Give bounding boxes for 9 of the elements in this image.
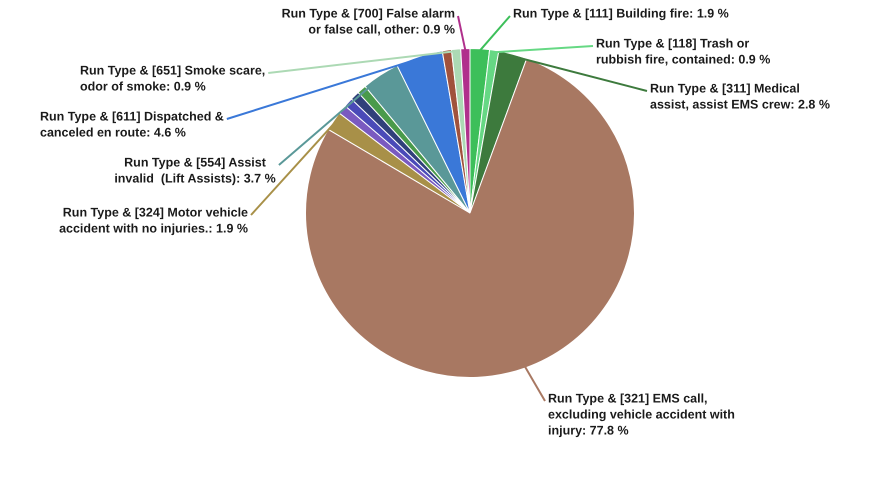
slice-label: Run Type & [118] Trash or rubbish fire, contained: 0.9 % — [596, 36, 770, 67]
slice-label: Run Type & [111] Building fire: 1.9 % — [513, 6, 729, 21]
slice-label: Run Type & [324] Motor vehicle accident with no injuries.: 1.9 % — [59, 206, 248, 236]
slice-label: Run Type & [321] EMS call, excluding vehicle accident with injury: 77.8 % — [548, 392, 735, 438]
slice-label: Run Type & [651] Smoke scare, odor of smoke: 0.9 % — [80, 64, 266, 94]
slice-label: Run Type & [554] Assist invalid (Lift Assists): 3.7 % — [114, 156, 276, 186]
slice-label: Run Type & [700] False alarm or false call, other: 0.9 % — [282, 6, 455, 37]
slice-label: Run Type & [611] Dispatched & canceled en route: 4.6 % — [40, 110, 224, 140]
slice-label: Run Type & [311] Medical assist, assist EMS crew: 2.8 % — [650, 82, 830, 112]
